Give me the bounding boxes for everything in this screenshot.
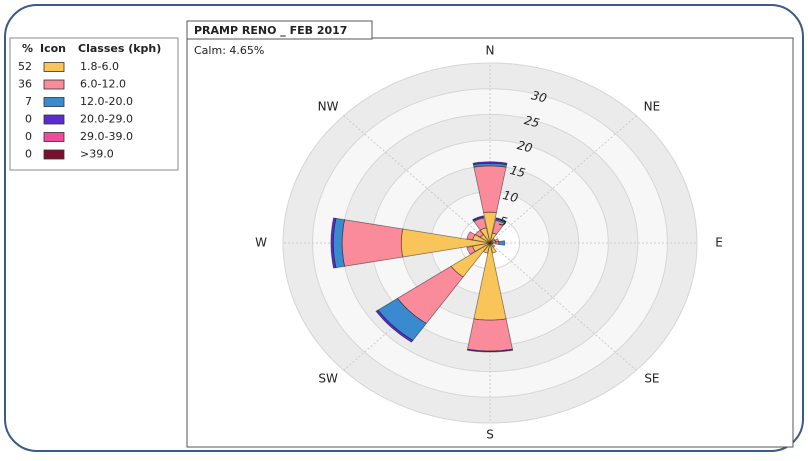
chart-title: PRAMP RENO _ FEB 2017 xyxy=(194,24,347,37)
wind-segment xyxy=(492,219,506,235)
direction-label: E xyxy=(715,236,723,250)
wind-segment xyxy=(471,215,485,222)
wind-segment xyxy=(466,348,514,353)
wind-segment xyxy=(473,217,487,231)
y-tick-label: 15 xyxy=(508,163,526,180)
legend-label: 1.8-6.0 xyxy=(80,60,119,73)
legend-swatch xyxy=(43,114,65,125)
direction-label: S xyxy=(486,428,494,442)
wind-segment xyxy=(341,219,404,267)
legend-percent: 0 xyxy=(25,130,32,143)
legend-percent: 7 xyxy=(25,95,32,108)
wind-segment xyxy=(494,238,500,243)
wind-segment xyxy=(472,162,508,168)
wind-segment xyxy=(332,217,346,269)
legend-percent: 52 xyxy=(18,60,32,73)
legend-swatch xyxy=(43,149,65,160)
y-tick-label: 30 xyxy=(530,88,549,105)
direction-label: SE xyxy=(644,371,659,385)
wind-segment xyxy=(498,240,506,246)
legend-label: 12.0-20.0 xyxy=(80,95,133,108)
legend-header: Icon xyxy=(40,42,66,55)
wind-segment xyxy=(396,265,464,325)
outer-ring xyxy=(282,62,698,424)
legend-percent: 0 xyxy=(25,148,32,161)
wind-segment xyxy=(489,242,497,254)
wind-segment xyxy=(377,297,427,341)
wind-segment xyxy=(483,242,491,254)
chart-subtitle: Calm: 4.65% xyxy=(194,44,264,57)
legend-swatch xyxy=(43,132,65,142)
wind-segment xyxy=(474,229,484,238)
y-tick-label: 20 xyxy=(516,138,535,155)
title-tab xyxy=(186,20,373,40)
wind-segment xyxy=(495,217,507,223)
wind-segment xyxy=(466,231,476,241)
direction-label: SW xyxy=(318,371,338,385)
wind-segment xyxy=(375,309,414,343)
direction-label: N xyxy=(486,44,495,58)
wind-segment xyxy=(330,217,337,269)
spoke xyxy=(343,115,491,244)
legend-percent: 0 xyxy=(25,113,32,126)
wind-segment xyxy=(490,238,496,242)
legend-swatch xyxy=(43,62,65,72)
legend-label: 20.0-29.0 xyxy=(80,113,133,126)
legend-swatch xyxy=(43,79,65,90)
legend-label: 29.0-39.0 xyxy=(80,130,133,143)
legend-swatch xyxy=(43,97,65,107)
legend-header: % xyxy=(22,42,33,55)
y-tick-label: 5 xyxy=(498,214,509,229)
direction-label: NW xyxy=(318,100,339,114)
spoke xyxy=(489,115,637,244)
wind-segment xyxy=(467,318,513,352)
direction-label: W xyxy=(255,236,267,250)
legend-box xyxy=(9,37,179,171)
legend-percent: 36 xyxy=(18,78,32,91)
y-tick-label: 25 xyxy=(523,113,541,130)
legend-label: >39.0 xyxy=(80,148,114,161)
legend-header: Classes (kph) xyxy=(78,42,161,55)
legend-label: 6.0-12.0 xyxy=(80,78,126,91)
spoke xyxy=(489,242,637,371)
wind-segment xyxy=(466,245,476,255)
wind-segment xyxy=(489,242,496,248)
wind-segment xyxy=(472,161,508,166)
y-tick-label: 10 xyxy=(501,188,520,205)
wind-segment xyxy=(489,242,494,246)
direction-label: NE xyxy=(644,100,661,114)
